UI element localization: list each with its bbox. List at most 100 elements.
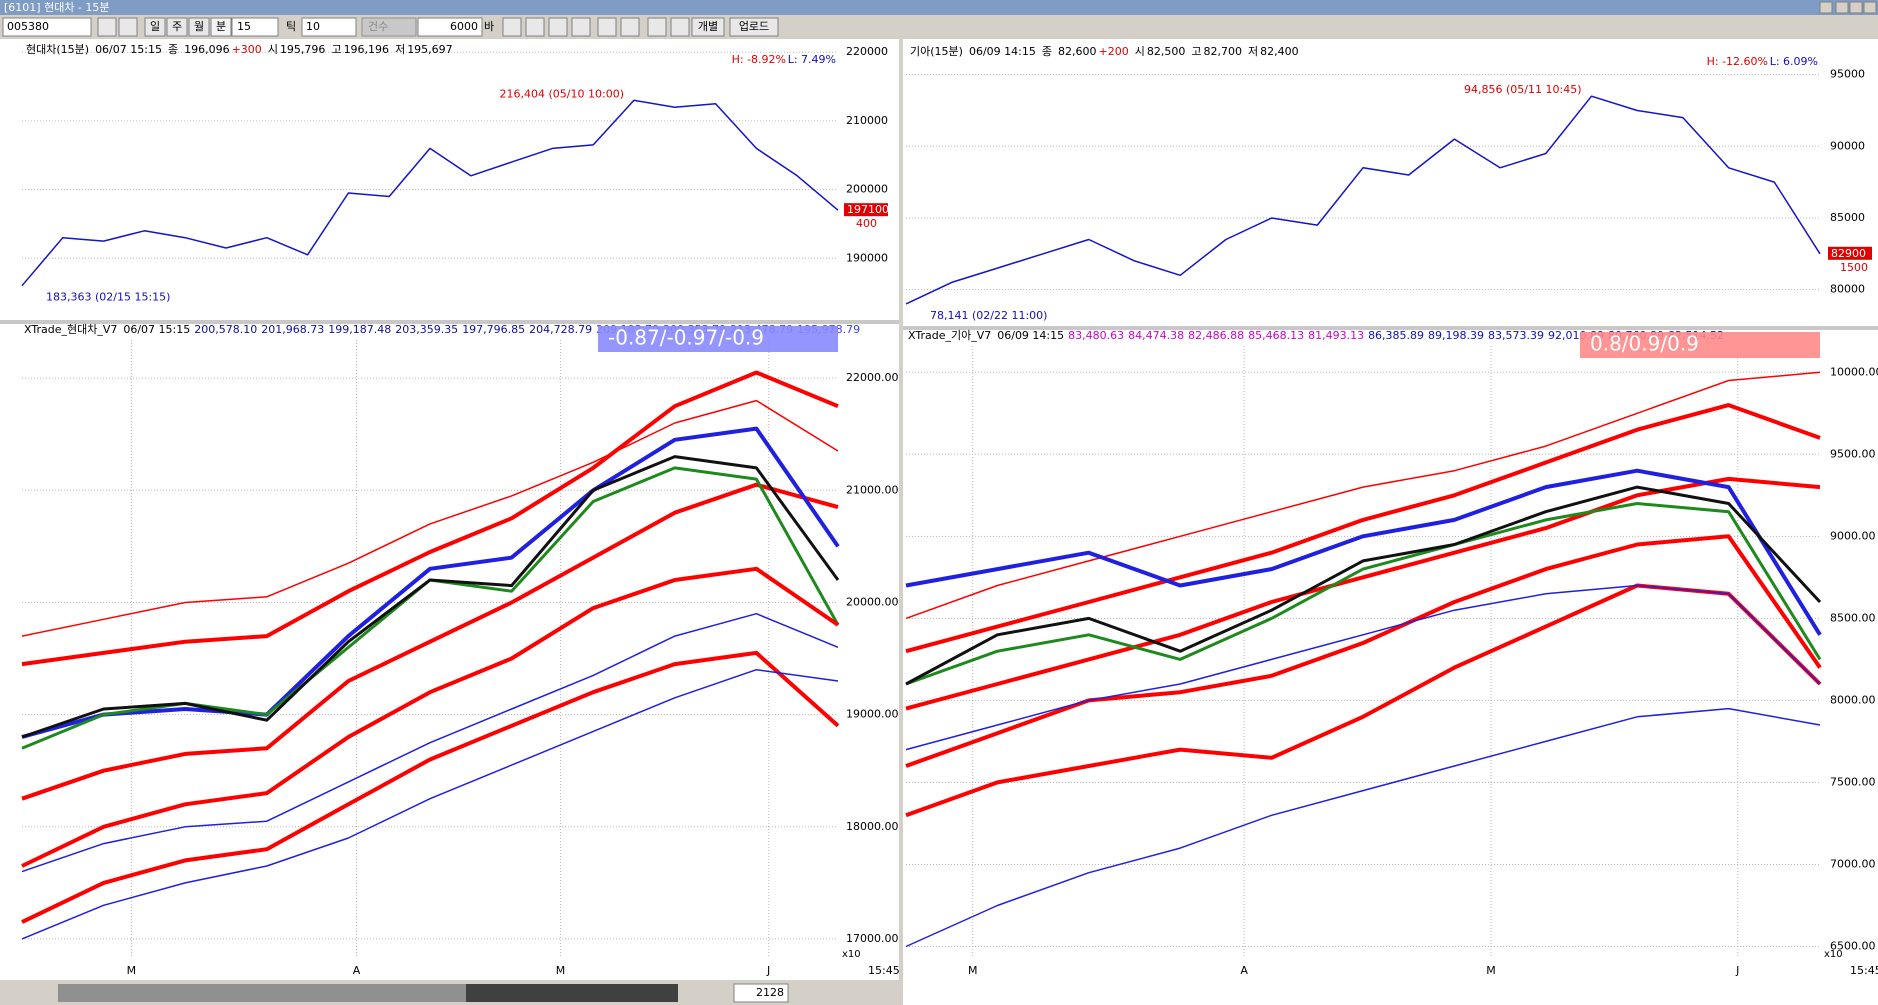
low-pct: L: 7.49%: [788, 53, 836, 66]
high-pct: H: -8.92%: [732, 53, 786, 66]
y-tick-label: 9500.00: [1830, 447, 1876, 460]
indicator-line: [905, 485, 1822, 686]
indicator-name: XTrade_기아_V7: [908, 329, 991, 342]
last-price: 197100: [847, 203, 889, 216]
indicator-line: [21, 668, 839, 940]
y-tick-label: 21000.00: [846, 483, 899, 496]
y-tick-label: 6500.00: [1830, 940, 1876, 953]
header-open-label: 시: [268, 43, 278, 56]
y-tick-label: 90000: [1830, 139, 1865, 152]
period-button[interactable]: [188, 17, 210, 37]
indicator-reading: 201,968.73: [261, 323, 324, 336]
x-tick-label: A: [353, 964, 361, 977]
left-divider: [0, 320, 899, 324]
indicator-reading: 84,474.38: [1128, 329, 1184, 342]
indicator-line: [905, 403, 1821, 654]
indicator-name: XTrade_현대차_V7: [24, 323, 117, 336]
period: 15: [237, 20, 251, 33]
low-pct: L: 6.09%: [1770, 55, 1818, 68]
y-tick-label: 220000: [846, 45, 888, 58]
window-controls[interactable]: [1819, 1, 1877, 14]
header-high: 82,700: [1203, 45, 1242, 58]
scroll-count-box[interactable]: [733, 983, 789, 1003]
header-change: +300: [232, 43, 262, 56]
code-input[interactable]: [2, 17, 92, 37]
last-change: 400: [856, 217, 877, 230]
scroll-thumb[interactable]: [466, 984, 678, 1002]
header-change: +200: [1098, 45, 1128, 58]
price-header: 기아(15분) 06/09 14:15 종 82,600 +200 시 82,500 고 82,…: [910, 45, 1299, 58]
header-open-label: 시: [1135, 45, 1145, 58]
indicator-line: [21, 612, 839, 873]
indicator-line: [21, 455, 840, 739]
indicator-line: [21, 482, 839, 801]
period-button[interactable]: [166, 17, 188, 37]
header-close: 82,600: [1058, 45, 1097, 58]
indicator-reading: 204,728.79: [529, 323, 592, 336]
x-tick-label: M: [127, 964, 137, 977]
toolbar: [0, 15, 1878, 38]
count-type-select[interactable]: [361, 17, 417, 37]
period-button-label: 분: [216, 20, 226, 33]
y-tick-label: 18000.00: [846, 820, 899, 833]
search-button[interactable]: [97, 17, 117, 37]
period-button[interactable]: [144, 17, 166, 37]
header-name: 현대차(15분): [26, 43, 89, 56]
signal-badge-text: 0.8/0.9/0.9: [1590, 332, 1699, 356]
indicator-line: [21, 650, 840, 924]
count-input[interactable]: [417, 17, 483, 37]
header-name: 기아(15분): [910, 45, 963, 58]
indicator-time: 06/09 14:15: [997, 329, 1064, 342]
upload-button[interactable]: [729, 17, 779, 37]
charts: 190000 200000 210000 220000 현대차(15분) 06/07 15…: [21, 43, 1878, 977]
indicator-line: [21, 370, 839, 667]
zoom-button[interactable]: [118, 17, 138, 37]
header-low: 195,697: [407, 43, 453, 56]
count: 6000: [450, 20, 478, 33]
y-tick-label: 10000.00: [1830, 365, 1878, 378]
y-tick-label: 8000.00: [1830, 693, 1876, 706]
y-tick-label: 210000: [846, 114, 888, 127]
header-high: 196,196: [344, 43, 390, 56]
indicator-reading: 200,578.10: [194, 323, 257, 336]
scale-note: x10: [842, 949, 861, 960]
header-low-label: 저: [1248, 45, 1258, 58]
indicator-line: [905, 534, 1822, 768]
chart-tool-buttons[interactable]: [502, 17, 690, 37]
last-price-box: [1828, 246, 1872, 260]
x-tick-label: J: [1735, 964, 1739, 977]
individual-button[interactable]: [691, 17, 725, 37]
period-button-label: 주: [172, 20, 182, 33]
individual: 개별: [698, 20, 718, 33]
y-tick-label: 7000.00: [1830, 857, 1876, 870]
period-input[interactable]: [231, 17, 279, 37]
y-tick-label: 22000.00: [846, 371, 899, 384]
last-price: 82900: [1831, 247, 1866, 260]
indicator-line: [21, 426, 840, 739]
period-button-label: 일: [150, 19, 160, 33]
x-tick-label: J: [766, 964, 770, 977]
indicator-reading: 82,486.88: [1188, 329, 1244, 342]
indicator-line: [21, 399, 839, 637]
count-unit: 바: [484, 20, 494, 33]
last-change: 1500: [1840, 261, 1868, 274]
title-bar: [0, 0, 1878, 15]
x-tick-label: M: [556, 964, 566, 977]
header-low-label: 저: [395, 43, 405, 56]
signal-badge-text: -0.87/-0.97/-0.9: [608, 326, 764, 350]
scroll-count: 2128: [756, 986, 784, 999]
y-tick-label: 19000.00: [846, 708, 899, 721]
tick-input[interactable]: [301, 17, 357, 37]
y-tick-label: 7500.00: [1830, 775, 1876, 788]
left-panel: [0, 39, 899, 980]
code: 005380: [7, 20, 49, 33]
indicator-line: [905, 584, 1821, 751]
indicator-reading: 199,187.48: [328, 323, 391, 336]
signal-badge: [598, 326, 838, 352]
right-panel: [903, 39, 1878, 1005]
indicator-reading: 203,359.35: [395, 323, 458, 336]
period-button[interactable]: [210, 17, 232, 37]
x-tick-label: A: [1240, 964, 1248, 977]
